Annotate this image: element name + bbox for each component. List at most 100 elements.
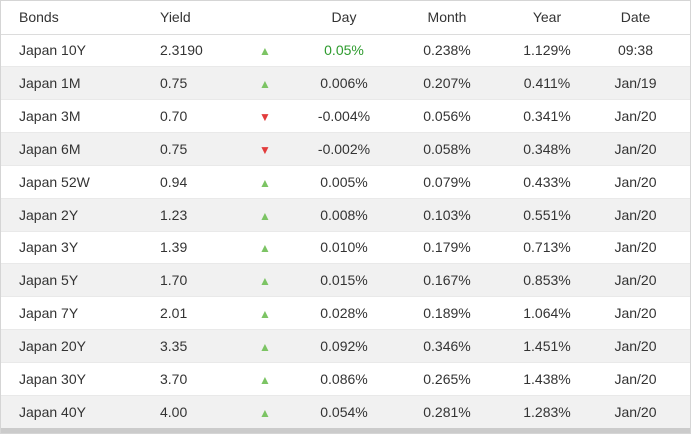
day-change-value: -0.002%: [317, 140, 371, 157]
date-value: Jan/20: [614, 108, 657, 125]
day-change-value: 0.092%: [320, 338, 368, 355]
trend-up-icon: ▲: [259, 372, 271, 387]
year-change-value: 0.341%: [523, 108, 571, 125]
bond-name-link[interactable]: Japan 5Y: [19, 272, 79, 289]
table-row[interactable]: Japan 52W 0.94 ▲ 0.005% 0.079% 0.433% Ja…: [1, 165, 690, 198]
day-change-value: 0.008%: [320, 206, 368, 223]
day-change-value: -0.004%: [317, 108, 371, 125]
trend-up-icon: ▲: [259, 307, 271, 322]
month-change-value: 0.167%: [423, 272, 471, 289]
yield-value: 3.35: [160, 338, 188, 355]
day-change-value: 0.05%: [324, 42, 364, 59]
column-header-bonds[interactable]: Bonds: [19, 9, 59, 26]
bond-name-link[interactable]: Japan 52W: [19, 173, 90, 190]
month-change-value: 0.079%: [423, 173, 471, 190]
date-value: Jan/20: [614, 272, 657, 289]
column-header-trend: [240, 1, 290, 34]
yield-value: 1.70: [160, 272, 188, 289]
yield-value: 3.70: [160, 370, 188, 387]
date-value: Jan/20: [614, 305, 657, 322]
table-row[interactable]: Japan 3M 0.70 ▼ -0.004% 0.056% 0.341% Ja…: [1, 99, 690, 133]
trend-down-icon: ▼: [259, 142, 271, 157]
trend-up-icon: ▲: [259, 241, 271, 256]
day-change-value: 0.006%: [320, 75, 368, 92]
year-change-value: 1.064%: [523, 305, 571, 322]
yield-value: 0.75: [160, 140, 188, 157]
date-value: Jan/20: [614, 338, 657, 355]
bond-name-link[interactable]: Japan 2Y: [19, 206, 79, 223]
bond-name-link[interactable]: Japan 3M: [19, 108, 81, 125]
date-value: Jan/20: [614, 403, 657, 420]
day-change-value: 0.005%: [320, 173, 368, 190]
trend-up-icon: ▲: [259, 340, 271, 355]
month-change-value: 0.058%: [423, 140, 471, 157]
trend-up-icon: ▲: [259, 77, 271, 92]
table-row[interactable]: Japan 10Y 2.3190 ▲ 0.05% 0.238% 1.129% 0…: [1, 34, 690, 67]
table-row[interactable]: Japan 2Y 1.23 ▲ 0.008% 0.103% 0.551% Jan…: [1, 198, 690, 232]
column-header-year[interactable]: Year: [532, 9, 562, 26]
day-change-value: 0.028%: [320, 305, 368, 322]
date-value: Jan/20: [614, 370, 657, 387]
bond-name-link[interactable]: Japan 30Y: [19, 370, 86, 387]
trend-up-icon: ▲: [259, 208, 271, 223]
yield-value: 0.94: [160, 173, 188, 190]
header-row: Bonds Yield Day Month Year Date: [1, 1, 690, 34]
date-value: 09:38: [617, 42, 654, 59]
horizontal-scrollbar[interactable]: [1, 428, 690, 433]
bond-name-link[interactable]: Japan 20Y: [19, 338, 86, 355]
table-row[interactable]: Japan 6M 0.75 ▼ -0.002% 0.058% 0.348% Ja…: [1, 132, 690, 166]
table-row[interactable]: Japan 40Y 4.00 ▲ 0.054% 0.281% 1.283% Ja…: [1, 395, 690, 429]
day-change-value: 0.054%: [320, 403, 368, 420]
month-change-value: 0.281%: [423, 403, 471, 420]
column-header-date[interactable]: Date: [620, 9, 651, 26]
yield-value: 2.3190: [160, 42, 203, 59]
date-value: Jan/20: [614, 206, 657, 223]
year-change-value: 0.713%: [523, 239, 571, 256]
bond-name-link[interactable]: Japan 10Y: [19, 42, 86, 59]
date-value: Jan/20: [614, 239, 657, 256]
date-value: Jan/19: [614, 75, 657, 92]
column-header-month[interactable]: Month: [427, 9, 467, 26]
bond-name-link[interactable]: Japan 1M: [19, 75, 81, 92]
table-row[interactable]: Japan 20Y 3.35 ▲ 0.092% 0.346% 1.451% Ja…: [1, 329, 690, 363]
day-change-value: 0.010%: [320, 239, 368, 256]
table-row[interactable]: Japan 3Y 1.39 ▲ 0.010% 0.179% 0.713% Jan…: [1, 231, 690, 264]
bond-name-link[interactable]: Japan 7Y: [19, 305, 79, 322]
yield-value: 1.23: [160, 206, 188, 223]
bond-name-link[interactable]: Japan 6M: [19, 140, 81, 157]
yield-value: 4.00: [160, 403, 188, 420]
year-change-value: 0.433%: [523, 173, 571, 190]
date-value: Jan/20: [614, 140, 657, 157]
day-change-value: 0.086%: [320, 370, 368, 387]
month-change-value: 0.189%: [423, 305, 471, 322]
yield-value: 2.01: [160, 305, 188, 322]
table-row[interactable]: Japan 5Y 1.70 ▲ 0.015% 0.167% 0.853% Jan…: [1, 263, 690, 297]
month-change-value: 0.056%: [423, 108, 471, 125]
table-row[interactable]: Japan 30Y 3.70 ▲ 0.086% 0.265% 1.438% Ja…: [1, 362, 690, 395]
year-change-value: 0.551%: [523, 206, 571, 223]
year-change-value: 0.853%: [523, 272, 571, 289]
trend-down-icon: ▼: [259, 110, 271, 125]
table-row[interactable]: Japan 7Y 2.01 ▲ 0.028% 0.189% 1.064% Jan…: [1, 296, 690, 330]
month-change-value: 0.238%: [423, 42, 471, 59]
year-change-value: 1.451%: [523, 338, 571, 355]
year-change-value: 0.348%: [523, 140, 571, 157]
month-change-value: 0.179%: [423, 239, 471, 256]
month-change-value: 0.265%: [423, 370, 471, 387]
yield-value: 0.75: [160, 75, 188, 92]
trend-up-icon: ▲: [259, 175, 271, 190]
year-change-value: 1.129%: [523, 42, 571, 59]
trend-up-icon: ▲: [259, 405, 271, 420]
column-header-day[interactable]: Day: [331, 9, 357, 26]
table-row[interactable]: Japan 1M 0.75 ▲ 0.006% 0.207% 0.411% Jan…: [1, 66, 690, 100]
yield-value: 0.70: [160, 108, 188, 125]
trend-up-icon: ▲: [259, 274, 271, 289]
bond-name-link[interactable]: Japan 3Y: [19, 239, 79, 256]
year-change-value: 1.438%: [523, 370, 571, 387]
bond-name-link[interactable]: Japan 40Y: [19, 403, 86, 420]
year-change-value: 1.283%: [523, 403, 571, 420]
column-header-yield[interactable]: Yield: [160, 9, 191, 26]
month-change-value: 0.207%: [423, 75, 471, 92]
